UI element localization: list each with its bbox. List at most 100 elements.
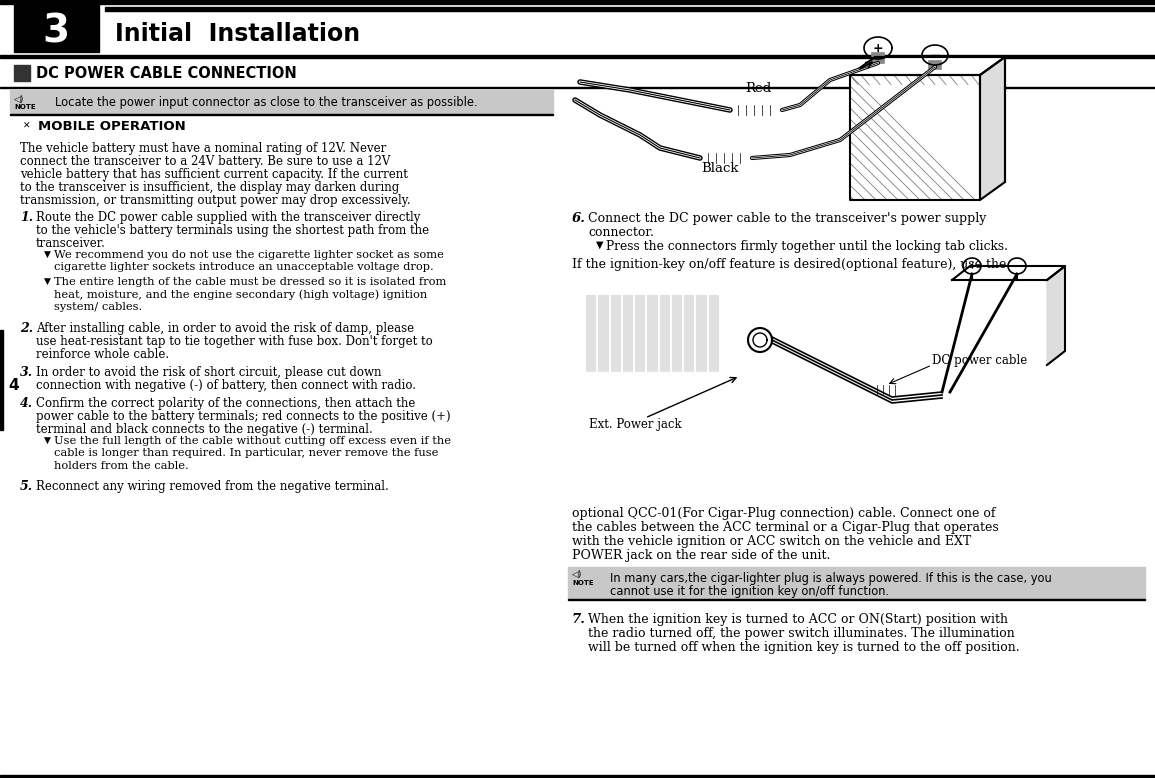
Text: connector.: connector. xyxy=(588,226,654,239)
Circle shape xyxy=(696,375,708,387)
Bar xyxy=(10,90,553,114)
Polygon shape xyxy=(979,57,1005,200)
Bar xyxy=(733,105,778,115)
Bar xyxy=(635,295,644,375)
Text: power cable to the battery terminals; red connects to the positive (+): power cable to the battery terminals; re… xyxy=(36,409,450,422)
Text: 5.: 5. xyxy=(20,480,33,493)
Text: to the transceiver is insufficient, the display may darken during: to the transceiver is insufficient, the … xyxy=(20,181,400,194)
Bar xyxy=(0,87,1155,88)
Text: The vehicle battery must have a nominal rating of 12V. Never: The vehicle battery must have a nominal … xyxy=(20,142,386,155)
Bar xyxy=(672,295,681,375)
Text: Reconnect any wiring removed from the negative terminal.: Reconnect any wiring removed from the ne… xyxy=(36,480,389,493)
Text: 2.: 2. xyxy=(20,321,33,335)
Text: the radio turned off, the power switch illuminates. The illumination: the radio turned off, the power switch i… xyxy=(588,627,1015,640)
Text: +: + xyxy=(968,261,977,271)
Bar xyxy=(647,295,657,375)
Text: to the vehicle's battery terminals using the shortest path from the: to the vehicle's battery terminals using… xyxy=(36,224,430,237)
Text: transmission, or transmitting output power may drop excessively.: transmission, or transmitting output pow… xyxy=(20,194,411,207)
Circle shape xyxy=(668,375,680,387)
Text: DC POWER CABLE CONNECTION: DC POWER CABLE CONNECTION xyxy=(36,65,297,80)
Text: ▼: ▼ xyxy=(44,436,51,444)
Text: MOBILE OPERATION: MOBILE OPERATION xyxy=(38,120,186,133)
Text: with the vehicle ignition or ACC switch on the vehicle and EXT: with the vehicle ignition or ACC switch … xyxy=(572,535,971,548)
Circle shape xyxy=(584,375,596,387)
Text: the cables between the ACC terminal or a Cigar-Plug that operates: the cables between the ACC terminal or a… xyxy=(572,521,999,534)
Circle shape xyxy=(640,375,653,387)
Bar xyxy=(709,295,718,375)
Bar xyxy=(586,295,595,375)
Text: We recommend you do not use the cigarette lighter socket as some: We recommend you do not use the cigarett… xyxy=(54,250,444,260)
Bar xyxy=(611,295,620,375)
Text: Red: Red xyxy=(745,82,772,95)
Text: vehicle battery that has sufficient current capacity. If the current: vehicle battery that has sufficient curr… xyxy=(20,168,408,181)
Text: 4.: 4. xyxy=(20,397,33,409)
Text: 4: 4 xyxy=(8,377,18,392)
Text: cannot use it for the ignition key on/off function.: cannot use it for the ignition key on/of… xyxy=(610,585,889,598)
Bar xyxy=(14,65,30,81)
Text: Use the full length of the cable without cutting off excess even if the: Use the full length of the cable without… xyxy=(54,436,450,446)
Text: system/ cables.: system/ cables. xyxy=(54,302,142,312)
Bar xyxy=(929,61,941,69)
Bar xyxy=(750,332,772,348)
Bar xyxy=(10,114,553,115)
Bar xyxy=(623,295,632,375)
Polygon shape xyxy=(850,75,979,200)
Text: holders from the cable.: holders from the cable. xyxy=(54,461,188,471)
Bar xyxy=(730,102,782,118)
Text: If the ignition-key on/off feature is desired(optional feature), use the: If the ignition-key on/off feature is de… xyxy=(572,258,1006,271)
Text: Route the DC power cable supplied with the transceiver directly: Route the DC power cable supplied with t… xyxy=(36,211,420,224)
Text: ▼: ▼ xyxy=(44,250,51,259)
Bar xyxy=(872,385,900,395)
Text: terminal and black connects to the negative (-) terminal.: terminal and black connects to the negat… xyxy=(36,422,373,436)
Text: Ext. Power jack: Ext. Power jack xyxy=(589,418,681,431)
Text: ▼: ▼ xyxy=(596,240,604,250)
Text: The entire length of the cable must be dressed so it is isolated from: The entire length of the cable must be d… xyxy=(54,277,446,287)
Polygon shape xyxy=(1046,266,1065,365)
Bar xyxy=(575,372,730,390)
Bar xyxy=(20,120,33,133)
Text: use heat-resistant tap to tie together with fuse box. Don't forget to: use heat-resistant tap to tie together w… xyxy=(36,335,433,348)
Text: −: − xyxy=(929,47,941,62)
Text: cable is longer than required. In particular, never remove the fuse: cable is longer than required. In partic… xyxy=(54,448,439,458)
Text: 1.: 1. xyxy=(20,211,33,224)
Bar xyxy=(0,55,1155,58)
Bar xyxy=(0,775,1155,778)
Text: In order to avoid the risk of short circuit, please cut down: In order to avoid the risk of short circ… xyxy=(36,366,381,379)
Text: transceiver.: transceiver. xyxy=(36,237,106,250)
Text: 3: 3 xyxy=(43,12,69,50)
Text: heat, moisture, and the engine secondary (high voltage) ignition: heat, moisture, and the engine secondary… xyxy=(54,289,427,300)
Bar xyxy=(568,599,1145,600)
Polygon shape xyxy=(850,57,1005,75)
Text: 7.: 7. xyxy=(572,613,586,626)
Text: reinforce whole cable.: reinforce whole cable. xyxy=(36,348,169,360)
Text: Black: Black xyxy=(701,162,739,175)
Text: When the ignition key is turned to ACC or ON(Start) position with: When the ignition key is turned to ACC o… xyxy=(588,613,1008,626)
Bar xyxy=(952,280,1046,365)
Bar xyxy=(0,0,1155,3)
Text: POWER jack on the rear side of the unit.: POWER jack on the rear side of the unit. xyxy=(572,549,830,562)
Text: Initial  Installation: Initial Installation xyxy=(116,22,360,46)
Bar xyxy=(872,53,884,63)
Text: 3.: 3. xyxy=(20,366,33,379)
Text: optional QCC-01(For Cigar-Plug connection) cable. Connect one of: optional QCC-01(For Cigar-Plug connectio… xyxy=(572,507,996,520)
Circle shape xyxy=(612,375,624,387)
Bar xyxy=(14,0,99,52)
Polygon shape xyxy=(952,266,1065,280)
Text: 6.: 6. xyxy=(572,212,586,225)
Bar xyxy=(568,567,1145,599)
Bar xyxy=(660,295,669,375)
Text: Confirm the correct polarity of the connections, then attach the: Confirm the correct polarity of the conn… xyxy=(36,397,416,409)
Text: +: + xyxy=(873,41,884,54)
Text: ▼: ▼ xyxy=(44,277,51,286)
Bar xyxy=(0,330,3,430)
Bar xyxy=(105,7,1155,10)
Text: ✕: ✕ xyxy=(23,122,30,131)
Bar xyxy=(684,295,693,375)
Text: NOTE: NOTE xyxy=(14,104,36,110)
Text: Press the connectors firmly together until the locking tab clicks.: Press the connectors firmly together unt… xyxy=(606,240,1008,253)
Text: Connect the DC power cable to the transceiver's power supply: Connect the DC power cable to the transc… xyxy=(588,212,986,225)
Bar xyxy=(598,295,608,375)
Text: will be turned off when the ignition key is turned to the off position.: will be turned off when the ignition key… xyxy=(588,641,1020,654)
Text: In many cars,the cigar-lighter plug is always powered. If this is the case, you: In many cars,the cigar-lighter plug is a… xyxy=(610,572,1052,585)
Bar xyxy=(575,290,730,390)
